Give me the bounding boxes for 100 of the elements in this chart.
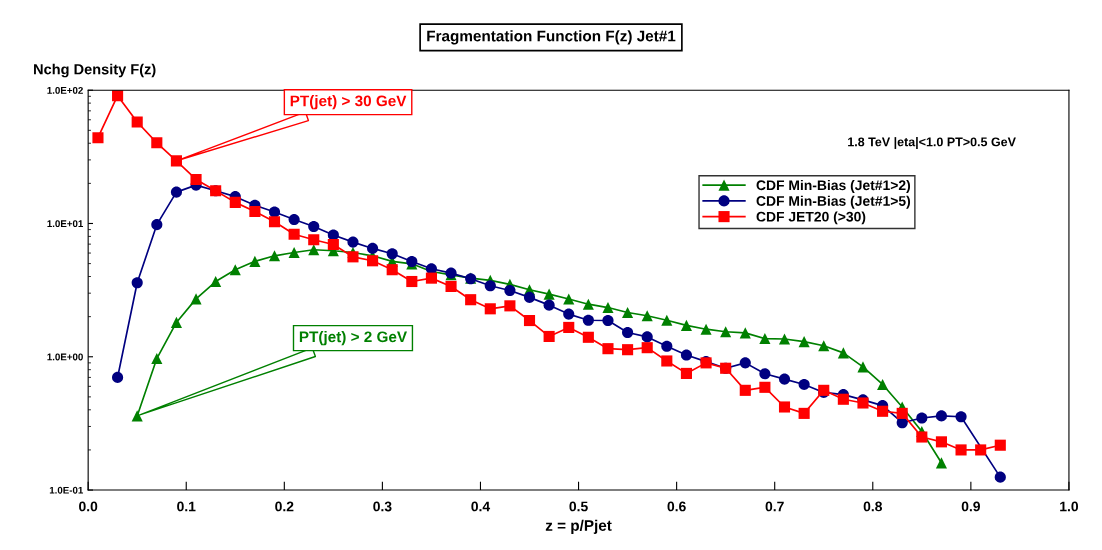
point	[288, 246, 300, 259]
x-tick-label: 0.0	[79, 501, 98, 512]
point	[268, 216, 281, 228]
point	[582, 331, 594, 343]
point	[484, 280, 496, 292]
point	[308, 234, 320, 246]
point	[131, 277, 143, 289]
point	[229, 196, 241, 208]
point	[465, 294, 477, 306]
point	[759, 381, 771, 393]
point	[367, 255, 379, 267]
point	[798, 336, 810, 348]
point	[425, 272, 437, 284]
y-tick-label: 1.0E+01	[47, 220, 84, 228]
point	[386, 248, 398, 260]
x-axis-title: z = p/Pjet	[545, 519, 612, 534]
point	[877, 405, 889, 417]
point	[347, 236, 359, 248]
point	[680, 319, 692, 331]
point	[131, 116, 143, 128]
point	[308, 220, 320, 233]
x-tick-label: 1.0	[1060, 501, 1079, 512]
point	[563, 321, 575, 333]
point	[622, 344, 634, 356]
point	[602, 314, 614, 327]
point	[523, 291, 536, 303]
point	[759, 368, 771, 380]
point	[994, 471, 1006, 483]
point	[680, 349, 692, 361]
annotation: PT(jet) > 2 GeV	[299, 330, 407, 346]
point	[641, 331, 653, 343]
x-tick-label: 0.9	[961, 501, 980, 512]
point	[700, 323, 712, 335]
point	[759, 332, 771, 345]
point	[935, 436, 947, 448]
x-tick-label: 0.2	[275, 501, 294, 512]
point	[151, 137, 163, 149]
point	[916, 412, 928, 424]
point	[543, 330, 555, 343]
point	[484, 303, 496, 315]
point	[523, 314, 536, 327]
chart-title: Fragmentation Function F(z) Jet#1	[427, 30, 676, 45]
point	[151, 219, 163, 231]
point	[975, 444, 987, 456]
point	[778, 401, 791, 413]
annotation: PT(jet) > 30 GeV	[290, 95, 407, 110]
x-tick-label: 0.8	[863, 501, 883, 512]
point	[622, 306, 634, 319]
point	[347, 251, 359, 263]
point	[386, 264, 398, 276]
point	[935, 457, 947, 469]
point	[406, 275, 418, 288]
point	[798, 378, 810, 390]
point	[739, 384, 751, 396]
point	[288, 214, 300, 226]
x-tick-label: 0.7	[765, 501, 784, 512]
point	[445, 280, 457, 292]
point	[661, 355, 673, 367]
point	[955, 444, 967, 456]
point	[112, 90, 124, 102]
point	[798, 407, 810, 419]
point	[602, 343, 614, 355]
point	[151, 352, 163, 365]
point	[778, 373, 791, 385]
point	[249, 255, 261, 267]
point	[661, 314, 673, 326]
point	[190, 293, 202, 305]
point	[837, 393, 849, 405]
point	[739, 357, 751, 369]
point	[190, 173, 202, 185]
point	[622, 326, 634, 339]
point	[661, 340, 673, 352]
legend-label: CDF Min-Bias (Jet#1>5)	[756, 195, 911, 209]
point	[170, 186, 182, 198]
x-tick-label: 0.4	[471, 501, 491, 512]
point	[994, 439, 1006, 451]
point	[778, 333, 791, 345]
point	[268, 250, 281, 262]
point	[543, 288, 555, 300]
point	[877, 378, 889, 390]
x-tick-label: 0.6	[667, 501, 686, 512]
point	[543, 299, 555, 311]
legend-label: CDF JET20 (>30)	[756, 211, 866, 225]
point	[582, 314, 594, 326]
x-tick-label: 0.5	[569, 501, 588, 512]
point	[680, 367, 692, 379]
point	[602, 302, 614, 314]
point	[857, 361, 869, 373]
y-tick-label: 1.0E+00	[47, 353, 83, 361]
annotation: 1.8 TeV |eta|<1.0 PT>0.5 GeV	[848, 137, 1016, 149]
point	[896, 407, 908, 419]
point	[92, 132, 104, 144]
y-axis-title: Nchg Density F(z)	[34, 63, 156, 78]
point	[563, 308, 575, 320]
point	[641, 342, 653, 354]
point	[210, 275, 222, 288]
point	[916, 431, 928, 443]
point	[170, 316, 182, 328]
point	[367, 242, 379, 254]
point	[288, 228, 300, 240]
